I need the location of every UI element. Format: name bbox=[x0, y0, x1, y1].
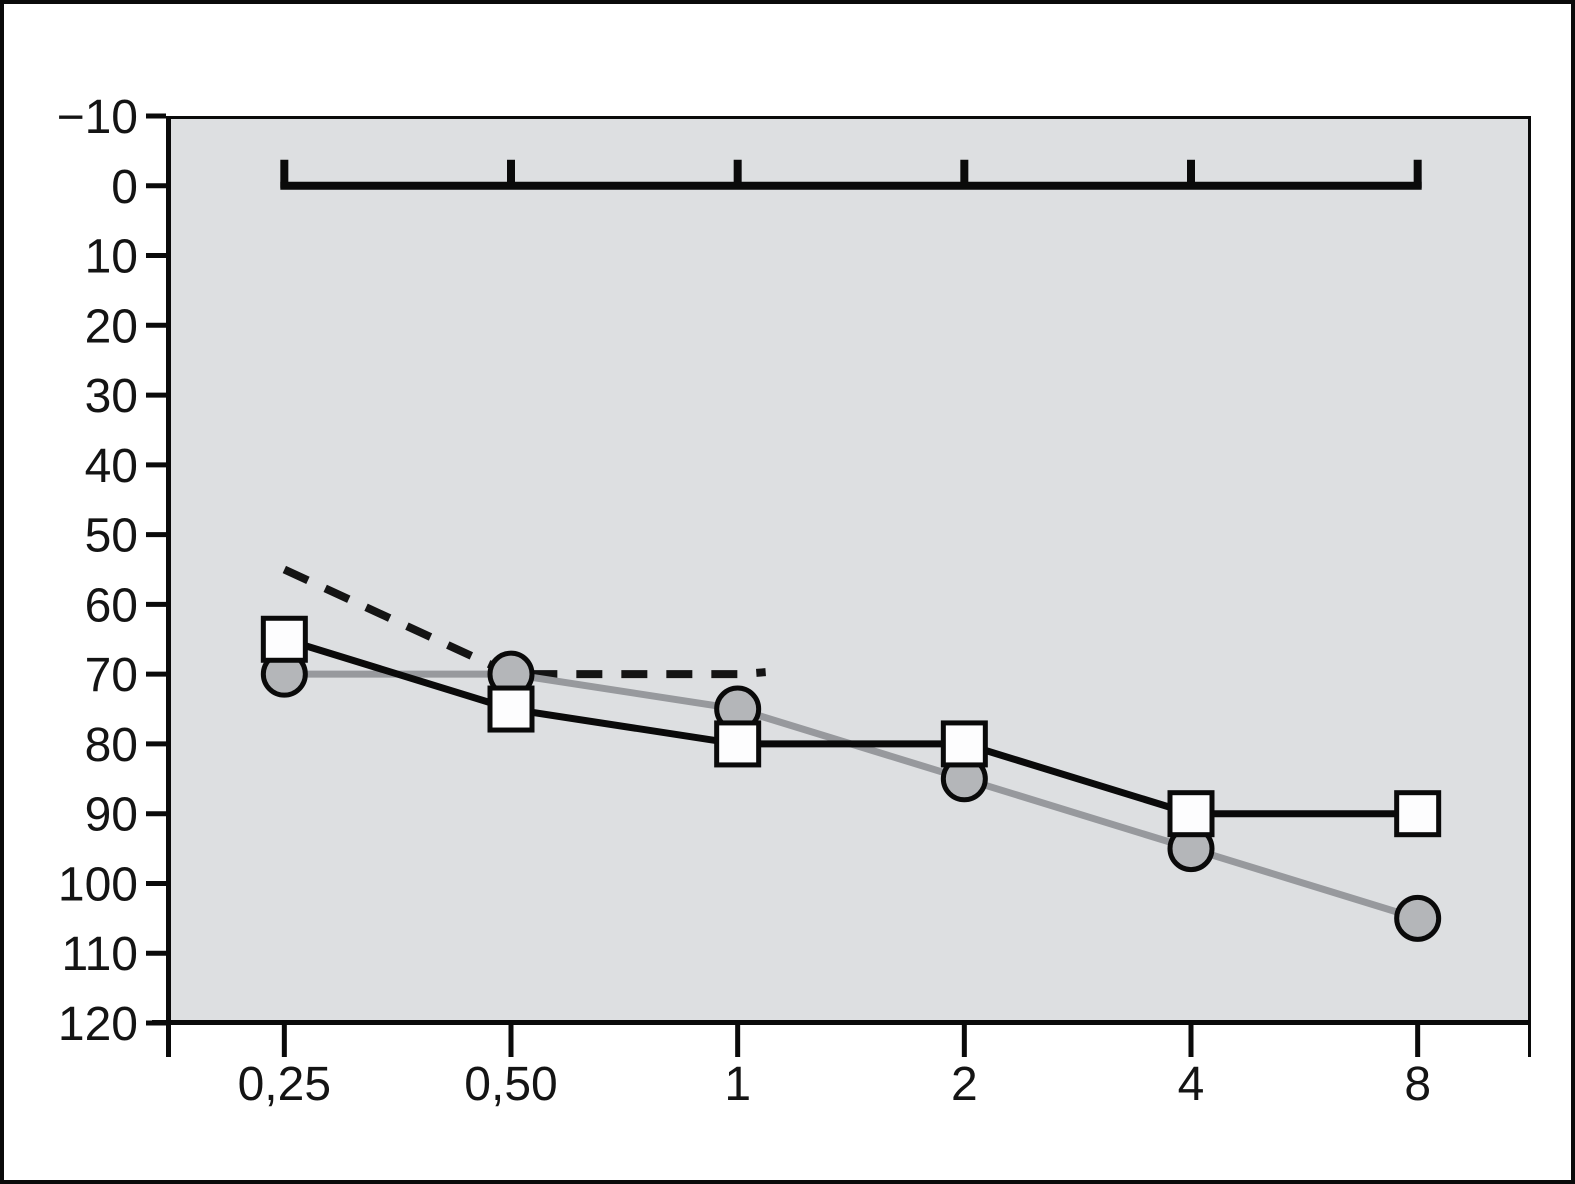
square-marker bbox=[487, 685, 535, 733]
y-tick-label: −10 bbox=[57, 91, 138, 144]
square-marker bbox=[1167, 790, 1215, 838]
x-tick-label: 0,50 bbox=[464, 1058, 557, 1111]
square-marker bbox=[714, 720, 762, 768]
x-tick-label: 8 bbox=[1404, 1058, 1431, 1111]
square-marker bbox=[940, 720, 988, 768]
black-square-series-line bbox=[283, 635, 1418, 818]
x-tick-label: 1 bbox=[724, 1058, 751, 1111]
y-tick-label: 80 bbox=[85, 719, 138, 772]
square-marker bbox=[260, 615, 308, 663]
dashed-line bbox=[282, 565, 766, 679]
y-tick-label: 100 bbox=[58, 858, 138, 911]
x-tick-label: 0,25 bbox=[238, 1058, 331, 1111]
y-tick-label: 90 bbox=[85, 789, 138, 842]
y-tick-label: 70 bbox=[85, 649, 138, 702]
x-tick-label: 2 bbox=[951, 1058, 978, 1111]
y-tick-label: 50 bbox=[85, 510, 138, 563]
plot-area bbox=[168, 116, 1531, 1023]
y-tick-label: 120 bbox=[58, 998, 138, 1051]
x-tick-label: 4 bbox=[1178, 1058, 1205, 1111]
square-marker bbox=[1394, 790, 1442, 838]
y-tick-label: 60 bbox=[85, 579, 138, 632]
y-tick-label: 20 bbox=[85, 300, 138, 353]
y-tick-label: 40 bbox=[85, 440, 138, 493]
y-tick-label: 0 bbox=[111, 161, 138, 214]
audiogram-chart: −10 0 10 20 30 40 50 60 70 80 90 100 110 120 0,25 0,50 1… bbox=[57, 91, 1531, 1111]
y-tick-label: 30 bbox=[85, 370, 138, 423]
y-tick-label: 10 bbox=[85, 231, 138, 284]
y-tick-label: 110 bbox=[61, 928, 138, 981]
circle-marker bbox=[1394, 894, 1442, 942]
